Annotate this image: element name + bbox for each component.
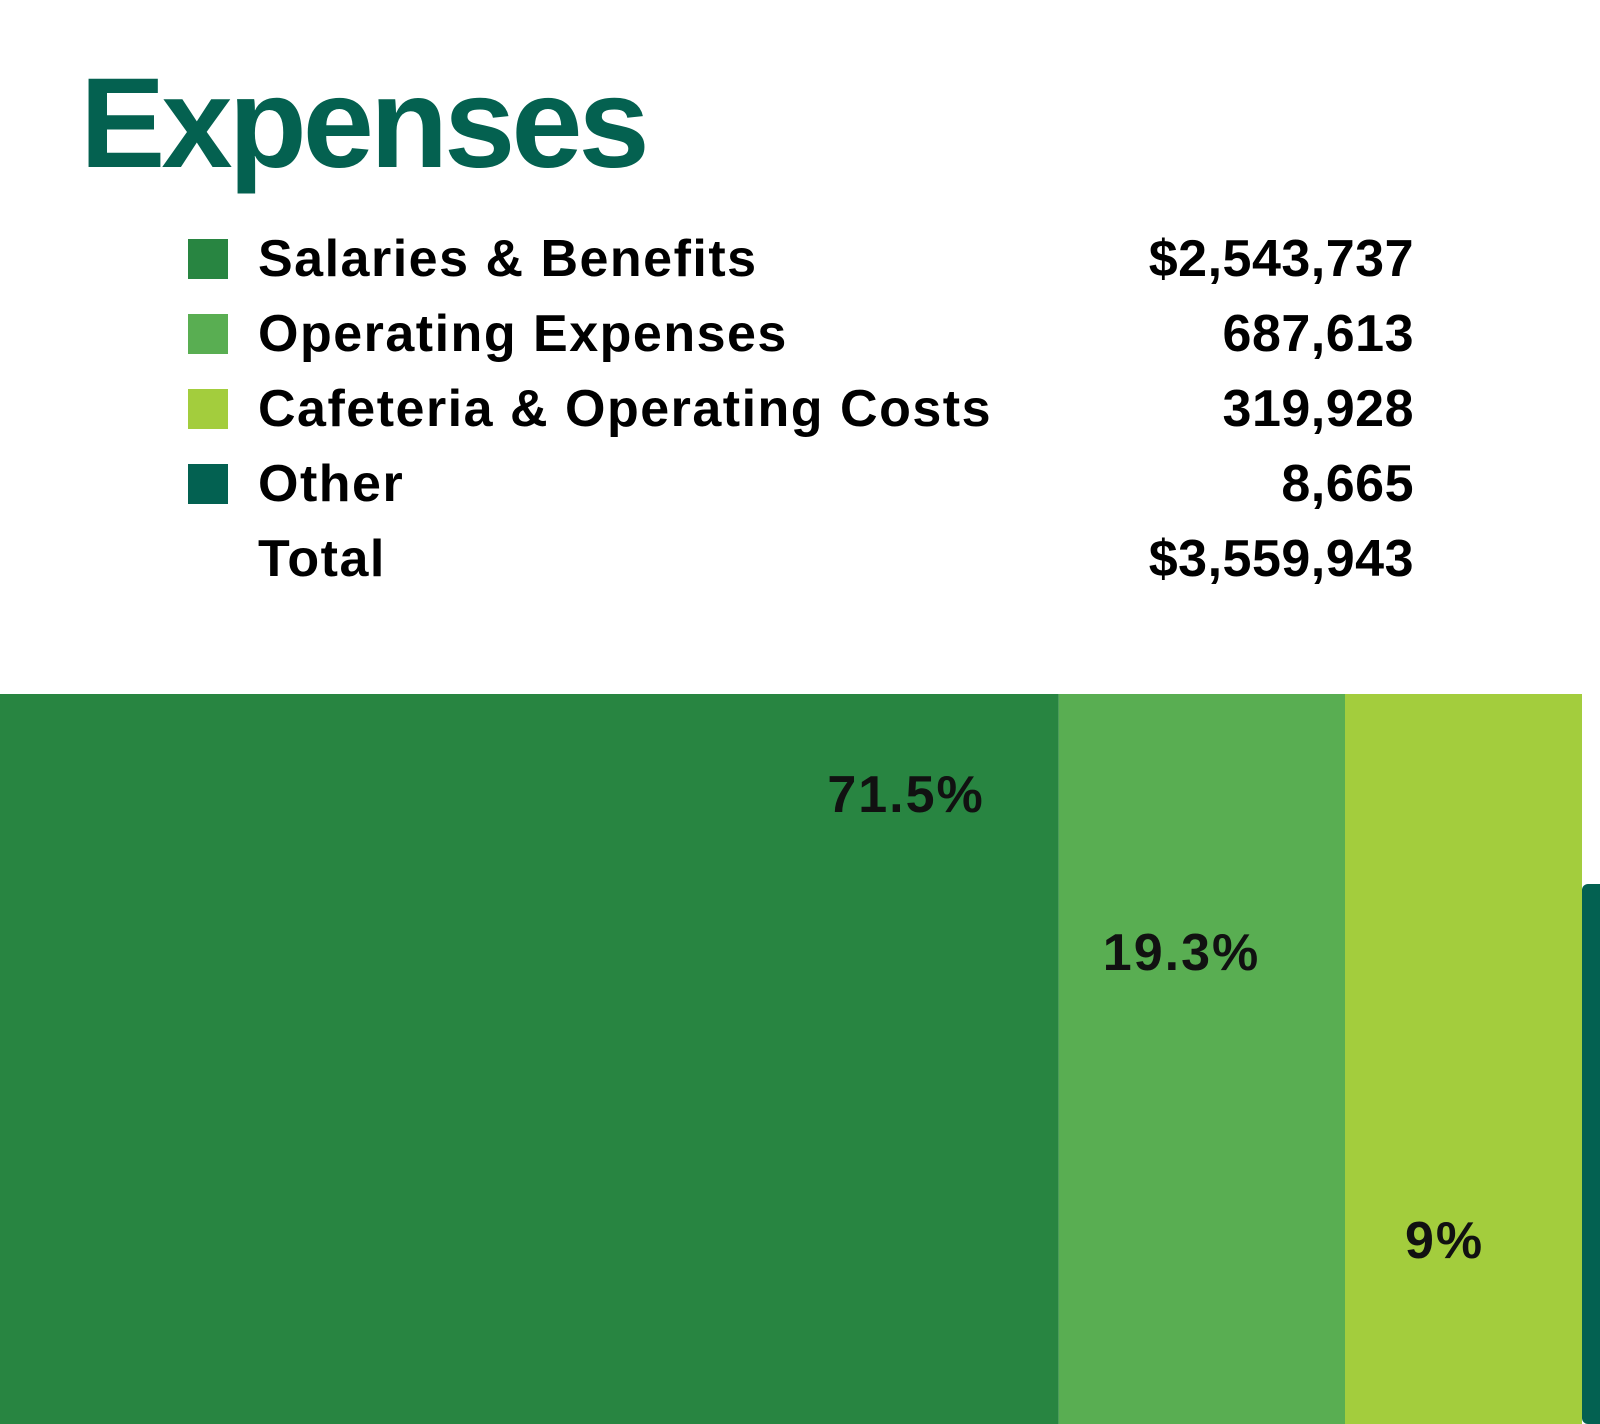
legend-value: 687,613: [1222, 305, 1414, 363]
legend-value: 8,665: [1281, 455, 1414, 513]
legend: Salaries & Benefits $2,543,737 Operating…: [186, 228, 1414, 603]
total-label: Total: [258, 530, 386, 588]
bar-other: [1582, 884, 1600, 1424]
legend-item-salaries: Salaries & Benefits $2,543,737: [186, 228, 1414, 303]
legend-label: Other: [258, 455, 405, 513]
legend-item-operating: Operating Expenses 687,613: [186, 303, 1414, 378]
bar-cafeteria: [1345, 694, 1582, 1424]
swatch-salaries: [188, 239, 228, 279]
bar-salaries: [0, 694, 1059, 1424]
expense-share-chart: 71.5% 19.3% 9%: [0, 694, 1600, 1424]
bar-salaries-percent-label: 71.5%: [827, 766, 984, 824]
swatch-other: [188, 464, 228, 504]
legend-item-other: Other 8,665: [186, 453, 1414, 528]
page-title: Expenses: [80, 52, 650, 195]
legend-item-cafeteria: Cafeteria & Operating Costs 319,928: [186, 378, 1414, 453]
legend-value: $2,543,737: [1148, 230, 1414, 288]
legend-label: Salaries & Benefits: [258, 230, 758, 288]
legend-value: 319,928: [1222, 380, 1414, 438]
legend-label: Cafeteria & Operating Costs: [258, 380, 992, 438]
legend-label: Operating Expenses: [258, 305, 788, 363]
legend-total-row: Total $3,559,943: [186, 528, 1414, 603]
swatch-operating: [188, 314, 228, 354]
swatch-cafeteria: [188, 389, 228, 429]
bar-operating: [1058, 694, 1345, 1424]
total-value: $3,559,943: [1148, 530, 1414, 588]
bar-operating-percent-label: 19.3%: [1103, 924, 1260, 982]
bar-cafeteria-percent-label: 9%: [1405, 1212, 1484, 1270]
